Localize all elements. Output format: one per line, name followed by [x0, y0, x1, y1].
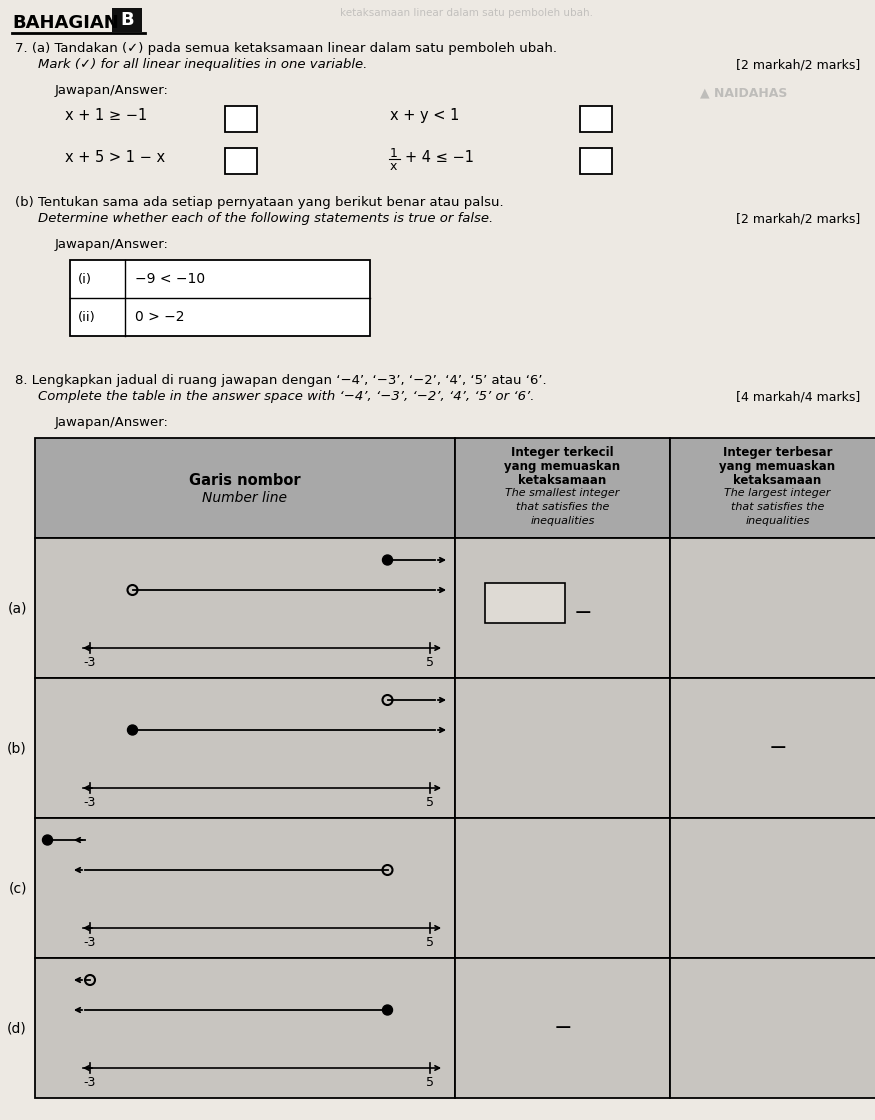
Text: -3: -3 [84, 936, 96, 949]
Bar [670, 958, 875, 1098]
Text: -3: -3 [84, 656, 96, 669]
Bar [670, 818, 875, 958]
Text: (d): (d) [7, 1021, 27, 1035]
Text: -3: -3 [84, 1076, 96, 1089]
Bar [35, 538, 455, 678]
Text: Integer terbesar: Integer terbesar [723, 446, 832, 459]
Text: Integer terkecil: Integer terkecil [511, 446, 614, 459]
Circle shape [128, 725, 137, 735]
Text: [2 markah/2 marks]: [2 markah/2 marks] [736, 58, 860, 71]
Text: Determine whether each of the following statements is true or false.: Determine whether each of the following … [38, 212, 493, 225]
Text: B: B [120, 11, 134, 29]
Text: Mark (✓) for all linear inequalities in one variable.: Mark (✓) for all linear inequalities in … [38, 58, 368, 71]
Text: -3: -3 [84, 796, 96, 809]
Text: −: − [553, 1018, 572, 1038]
Text: Number line: Number line [202, 491, 288, 505]
Text: Jawapan/Answer:: Jawapan/Answer: [55, 239, 169, 251]
Bar [70, 260, 370, 336]
Bar [455, 438, 670, 538]
Bar [580, 106, 612, 132]
Text: + 4 ≤ −1: + 4 ≤ −1 [405, 150, 474, 165]
Text: −9 < −10: −9 < −10 [135, 272, 205, 286]
Bar [35, 438, 455, 538]
Text: 5: 5 [426, 796, 434, 809]
Text: x + 1 ≥ −1: x + 1 ≥ −1 [65, 108, 147, 123]
Bar [670, 438, 875, 538]
Text: 7. (a) Tandakan (✓) pada semua ketaksamaan linear dalam satu pemboleh ubah.: 7. (a) Tandakan (✓) pada semua ketaksama… [15, 43, 557, 55]
Bar [455, 818, 670, 958]
Text: 5: 5 [426, 936, 434, 949]
Circle shape [382, 556, 393, 564]
Text: 8. Lengkapkan jadual di ruang jawapan dengan ‘−4’, ‘−3’, ‘−2’, ‘4’, ‘5’ atau ‘6’: 8. Lengkapkan jadual di ruang jawapan de… [15, 374, 547, 388]
Text: 5: 5 [426, 1076, 434, 1089]
Bar [35, 818, 455, 958]
Text: (a): (a) [8, 601, 27, 615]
Text: −: − [573, 603, 592, 623]
Text: The smallest integer: The smallest integer [506, 488, 620, 498]
Text: −: − [768, 738, 787, 758]
Bar [225, 106, 257, 132]
Text: x + 5 > 1 − x: x + 5 > 1 − x [65, 150, 165, 165]
Text: (c): (c) [9, 881, 27, 895]
Text: ▲ NAIDAHAS: ▲ NAIDAHAS [700, 86, 788, 99]
Text: yang memuaskan: yang memuaskan [504, 460, 620, 473]
Bar [485, 584, 565, 623]
Bar [455, 958, 670, 1098]
Text: that satisfies the: that satisfies the [731, 502, 824, 512]
Text: (i): (i) [78, 272, 92, 286]
Bar [112, 8, 142, 32]
Circle shape [43, 836, 52, 844]
Text: inequalities: inequalities [746, 516, 809, 526]
Text: (b) Tentukan sama ada setiap pernyataan yang berikut benar atau palsu.: (b) Tentukan sama ada setiap pernyataan … [15, 196, 504, 209]
Text: [2 markah/2 marks]: [2 markah/2 marks] [736, 212, 860, 225]
Text: (ii): (ii) [78, 310, 95, 324]
Bar [35, 678, 455, 818]
Bar [670, 538, 875, 678]
Bar [225, 148, 257, 174]
Text: yang memuaskan: yang memuaskan [719, 460, 836, 473]
Text: 5: 5 [426, 656, 434, 669]
Bar [35, 958, 455, 1098]
Bar [455, 538, 670, 678]
Text: 1: 1 [390, 147, 398, 160]
Text: x: x [390, 160, 397, 172]
Text: [4 markah/4 marks]: [4 markah/4 marks] [736, 390, 860, 403]
Text: ketaksamaan: ketaksamaan [518, 474, 606, 487]
Bar [580, 148, 612, 174]
Circle shape [382, 1005, 393, 1015]
Text: Jawapan/Answer:: Jawapan/Answer: [55, 84, 169, 97]
Text: Garis nombor: Garis nombor [189, 473, 301, 487]
Text: inequalities: inequalities [530, 516, 595, 526]
Text: Jawapan/Answer:: Jawapan/Answer: [55, 416, 169, 429]
Bar [455, 678, 670, 818]
Text: (b): (b) [7, 741, 27, 755]
Text: x + y < 1: x + y < 1 [390, 108, 459, 123]
Text: Complete the table in the answer space with ‘−4’, ‘−3’, ‘−2’, ‘4’, ‘5’ or ‘6’.: Complete the table in the answer space w… [38, 390, 535, 403]
Text: that satisfies the: that satisfies the [516, 502, 609, 512]
Text: ketaksamaan linear dalam satu pemboleh ubah.: ketaksamaan linear dalam satu pemboleh u… [340, 8, 593, 18]
Text: The largest integer: The largest integer [724, 488, 830, 498]
Text: 0 > −2: 0 > −2 [135, 310, 185, 324]
Text: ketaksamaan: ketaksamaan [733, 474, 822, 487]
Bar [670, 678, 875, 818]
Text: BAHAGIAN: BAHAGIAN [12, 15, 119, 32]
